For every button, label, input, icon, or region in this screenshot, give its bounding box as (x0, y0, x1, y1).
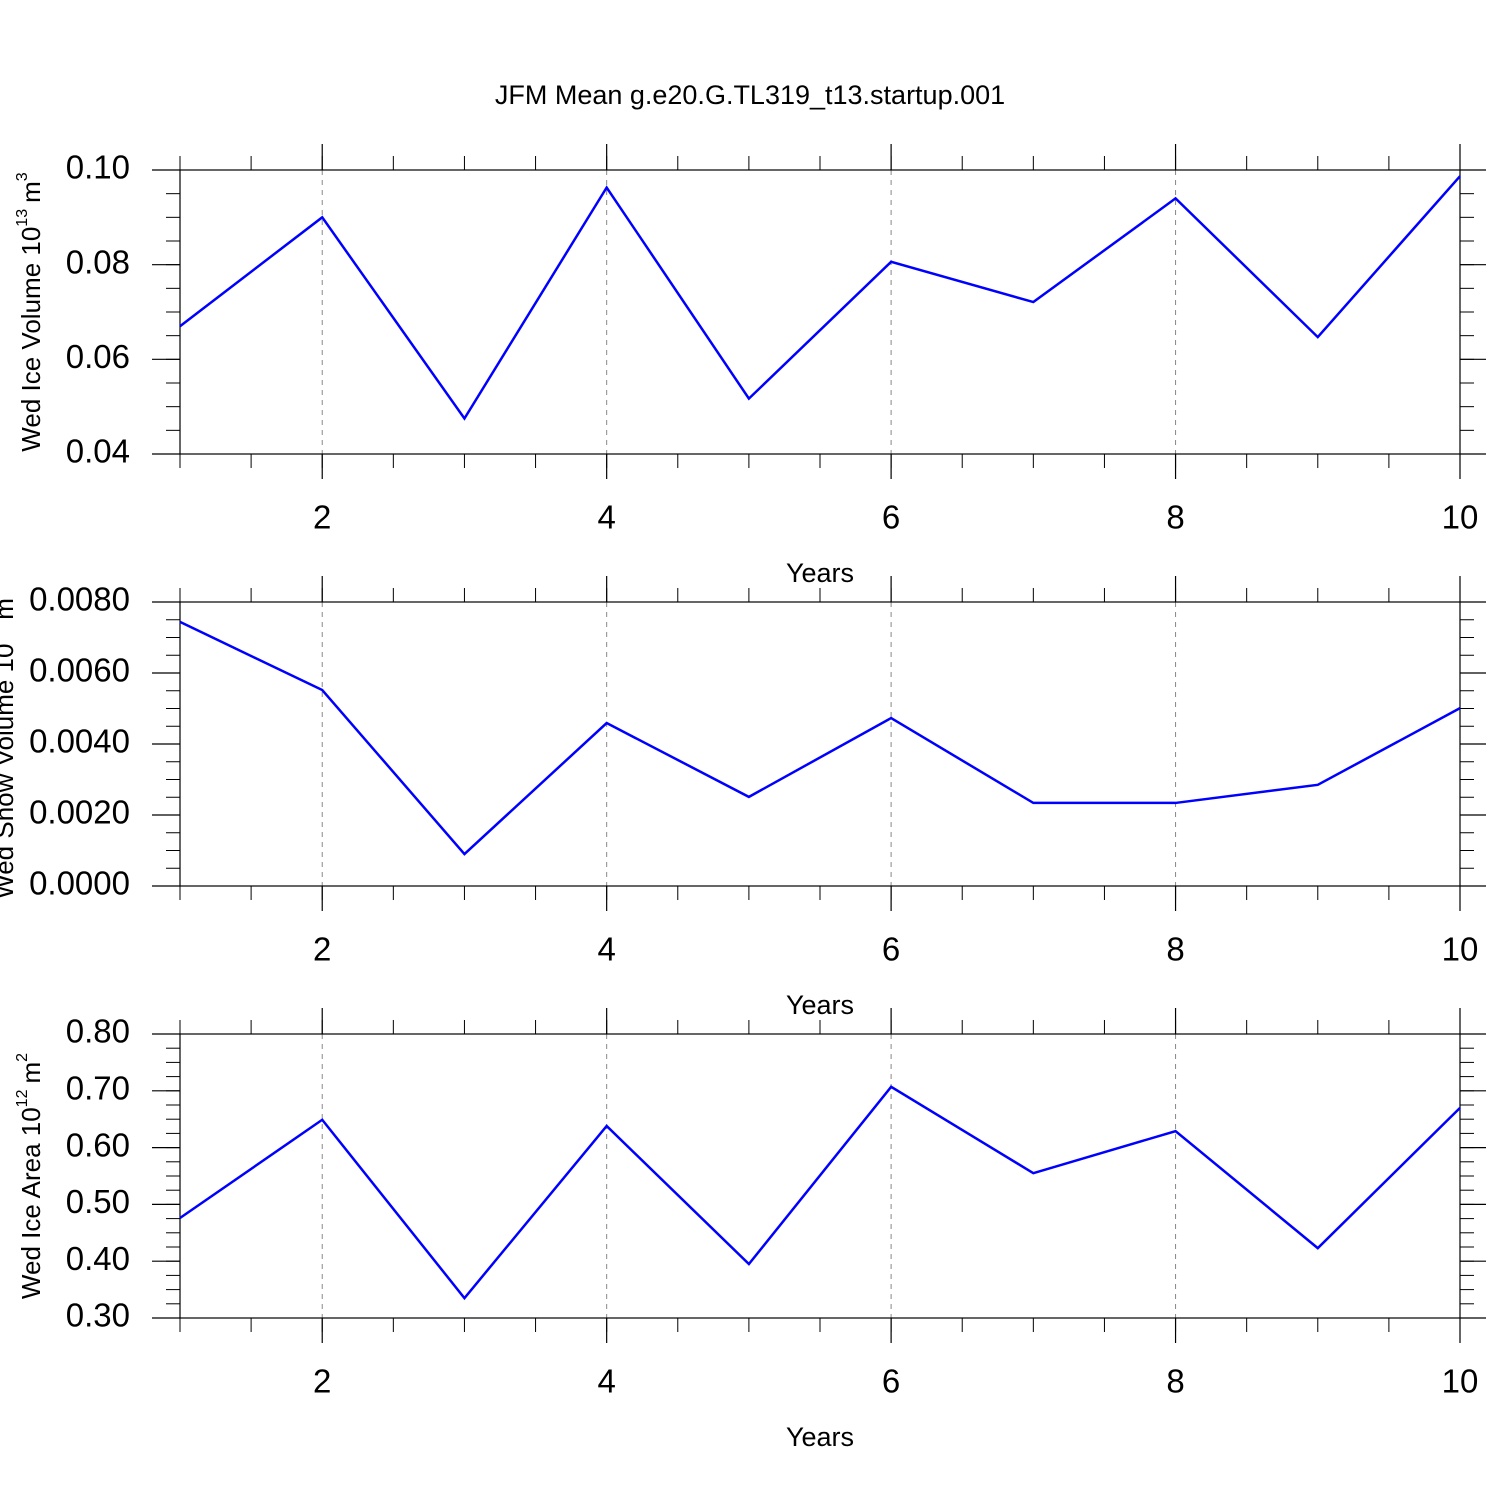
y-tick-label: 0.10 (66, 149, 130, 186)
x-tick-label: 4 (597, 1363, 615, 1400)
y-axis-label-unit-exp: 3 (0, 589, 4, 598)
y-tick-label: 0.06 (66, 338, 130, 375)
chart-title: JFM Mean g.e20.G.TL319_t13.startup.001 (495, 80, 1005, 110)
x-tick-label: 2 (313, 1363, 331, 1400)
y-axis-label-unit-exp: 2 (14, 1053, 31, 1062)
y-axis-label-exp: 12 (14, 1089, 31, 1107)
x-tick-label: 2 (313, 499, 331, 536)
x-tick-label: 10 (1442, 499, 1479, 536)
y-tick-label: 0.0060 (29, 652, 130, 689)
y-axis-label-unit: m (16, 181, 46, 203)
y-axis-label-exp: 13 (0, 626, 4, 644)
data-line (179, 175, 1461, 421)
x-tick-label: 8 (1166, 931, 1184, 968)
x-tick-label: 6 (882, 931, 900, 968)
x-tick-label: 6 (882, 1363, 900, 1400)
y-tick-label: 0.60 (66, 1126, 130, 1163)
x-tick-label: 8 (1166, 499, 1184, 536)
x-tick-label: 4 (597, 931, 615, 968)
x-axis-label: Years (786, 990, 854, 1020)
y-tick-label: 0.70 (66, 1070, 130, 1107)
y-axis-label: Wed Ice Volume 1013 m3 (14, 172, 46, 451)
y-axis-label-text: Wed Ice Area 10 (16, 1107, 46, 1299)
data-line (179, 620, 1461, 856)
y-axis-label-unit: m (16, 1062, 46, 1084)
y-axis-label-text: Wed Ice Volume 10 (16, 227, 46, 452)
y-tick-label: 0.0000 (29, 865, 130, 902)
x-tick-label: 10 (1442, 931, 1479, 968)
x-tick-label: 2 (313, 931, 331, 968)
x-tick-label: 10 (1442, 1363, 1479, 1400)
x-axis-label: Years (786, 558, 854, 588)
y-tick-label: 0.30 (66, 1297, 130, 1334)
y-axis-label-exp: 13 (14, 209, 31, 227)
y-axis-label: Wed Snow Volume 1013 m3 (0, 589, 19, 899)
y-axis-label-unit: m (0, 598, 19, 620)
y-tick-label: 0.08 (66, 243, 130, 280)
y-axis-label-text: Wed Snow Volume 10 (0, 644, 19, 899)
y-tick-label: 0.50 (66, 1183, 130, 1220)
x-tick-label: 4 (597, 499, 615, 536)
x-tick-label: 8 (1166, 1363, 1184, 1400)
y-tick-label: 0.0040 (29, 723, 130, 760)
x-tick-label: 6 (882, 499, 900, 536)
y-tick-label: 0.0080 (29, 581, 130, 618)
y-tick-label: 0.40 (66, 1240, 130, 1277)
y-tick-label: 0.80 (66, 1013, 130, 1050)
plot-frame (179, 601, 1461, 887)
y-tick-label: 0.0020 (29, 794, 130, 831)
y-axis-label-unit-exp: 3 (14, 172, 31, 181)
y-axis-label: Wed Ice Area 1012 m2 (14, 1053, 46, 1299)
plot-frame (179, 1033, 1461, 1319)
x-axis-label: Years (786, 1422, 854, 1452)
data-line (179, 1085, 1461, 1301)
plot-frame (179, 169, 1461, 455)
y-tick-label: 0.04 (66, 433, 130, 470)
